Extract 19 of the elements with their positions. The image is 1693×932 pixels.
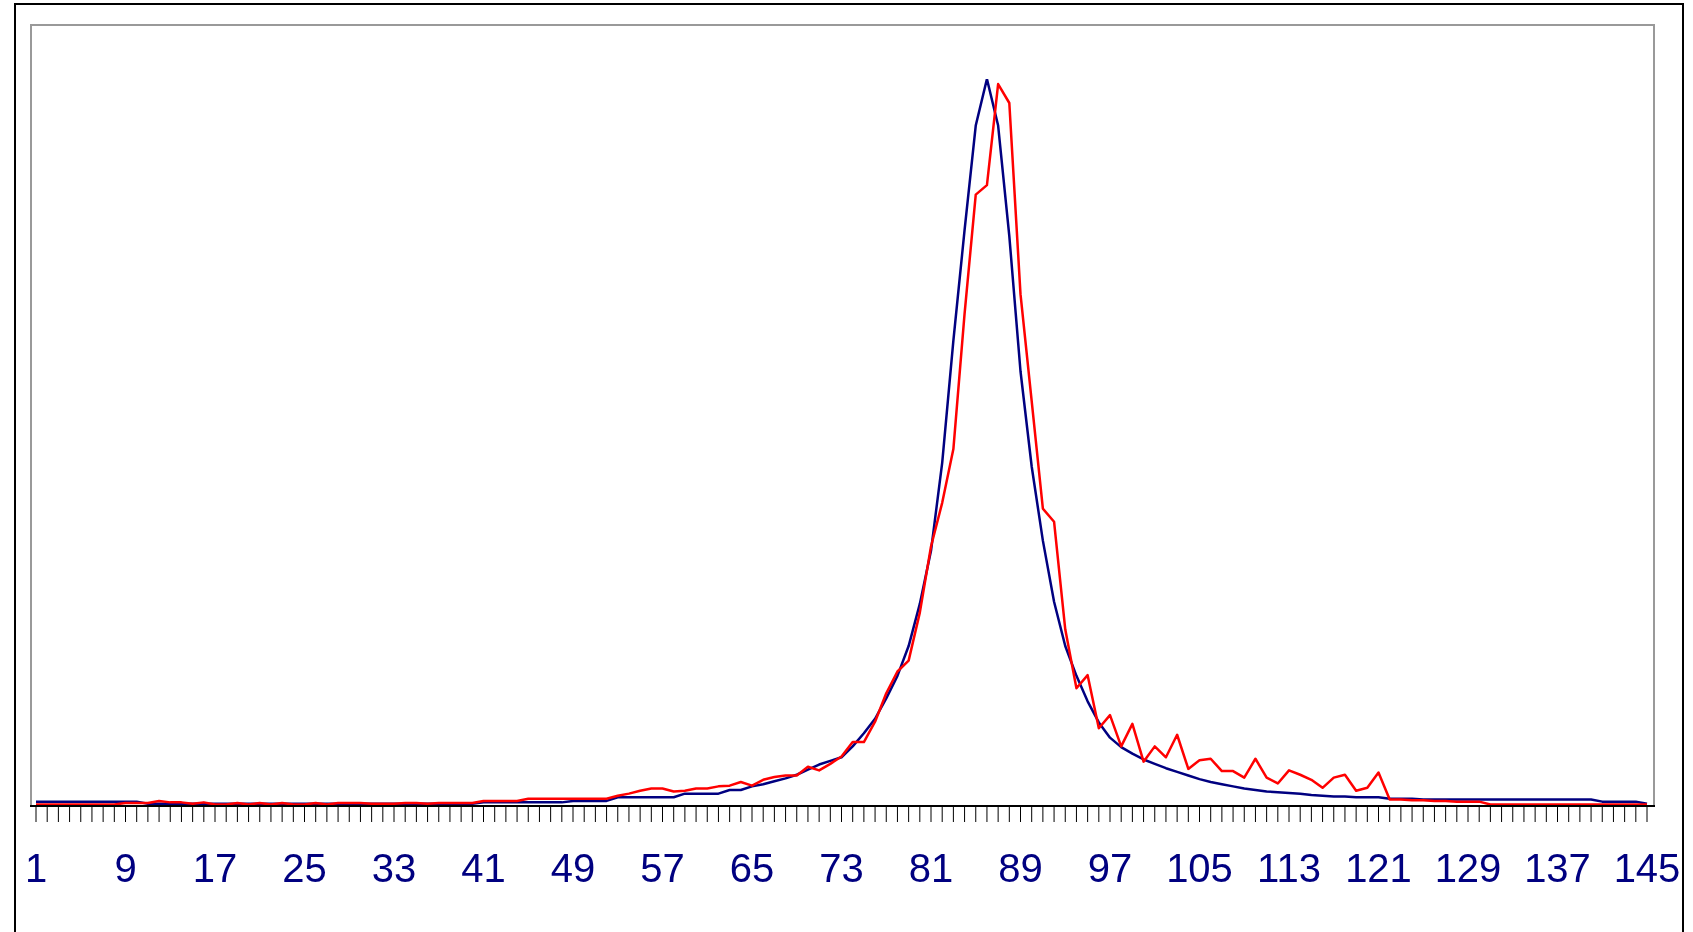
- x-tick-label: 73: [819, 846, 864, 891]
- x-tick-label: 113: [1257, 846, 1321, 891]
- x-tick-label: 105: [1166, 846, 1233, 891]
- x-tick-label: 137: [1524, 846, 1591, 891]
- x-tick-label: 65: [729, 846, 775, 891]
- x-tick-label: 17: [192, 846, 238, 891]
- x-tick-label: 1: [24, 846, 48, 891]
- x-tick-label: 57: [640, 846, 685, 891]
- x-tick-label: 49: [550, 846, 596, 891]
- x-tick-label: 129: [1434, 846, 1502, 891]
- x-tick-label: 9: [114, 846, 137, 891]
- x-tick-label: 121: [1345, 846, 1412, 891]
- x-tick-label: 89: [998, 846, 1043, 891]
- x-tick-label: 41: [461, 846, 506, 891]
- x-tick-label: 81: [908, 846, 954, 891]
- x-tick-label: 97: [1087, 846, 1133, 891]
- x-tick-label: 33: [371, 846, 417, 891]
- x-tick-label: 25: [282, 846, 327, 891]
- x-tick-label: 145: [1613, 846, 1681, 891]
